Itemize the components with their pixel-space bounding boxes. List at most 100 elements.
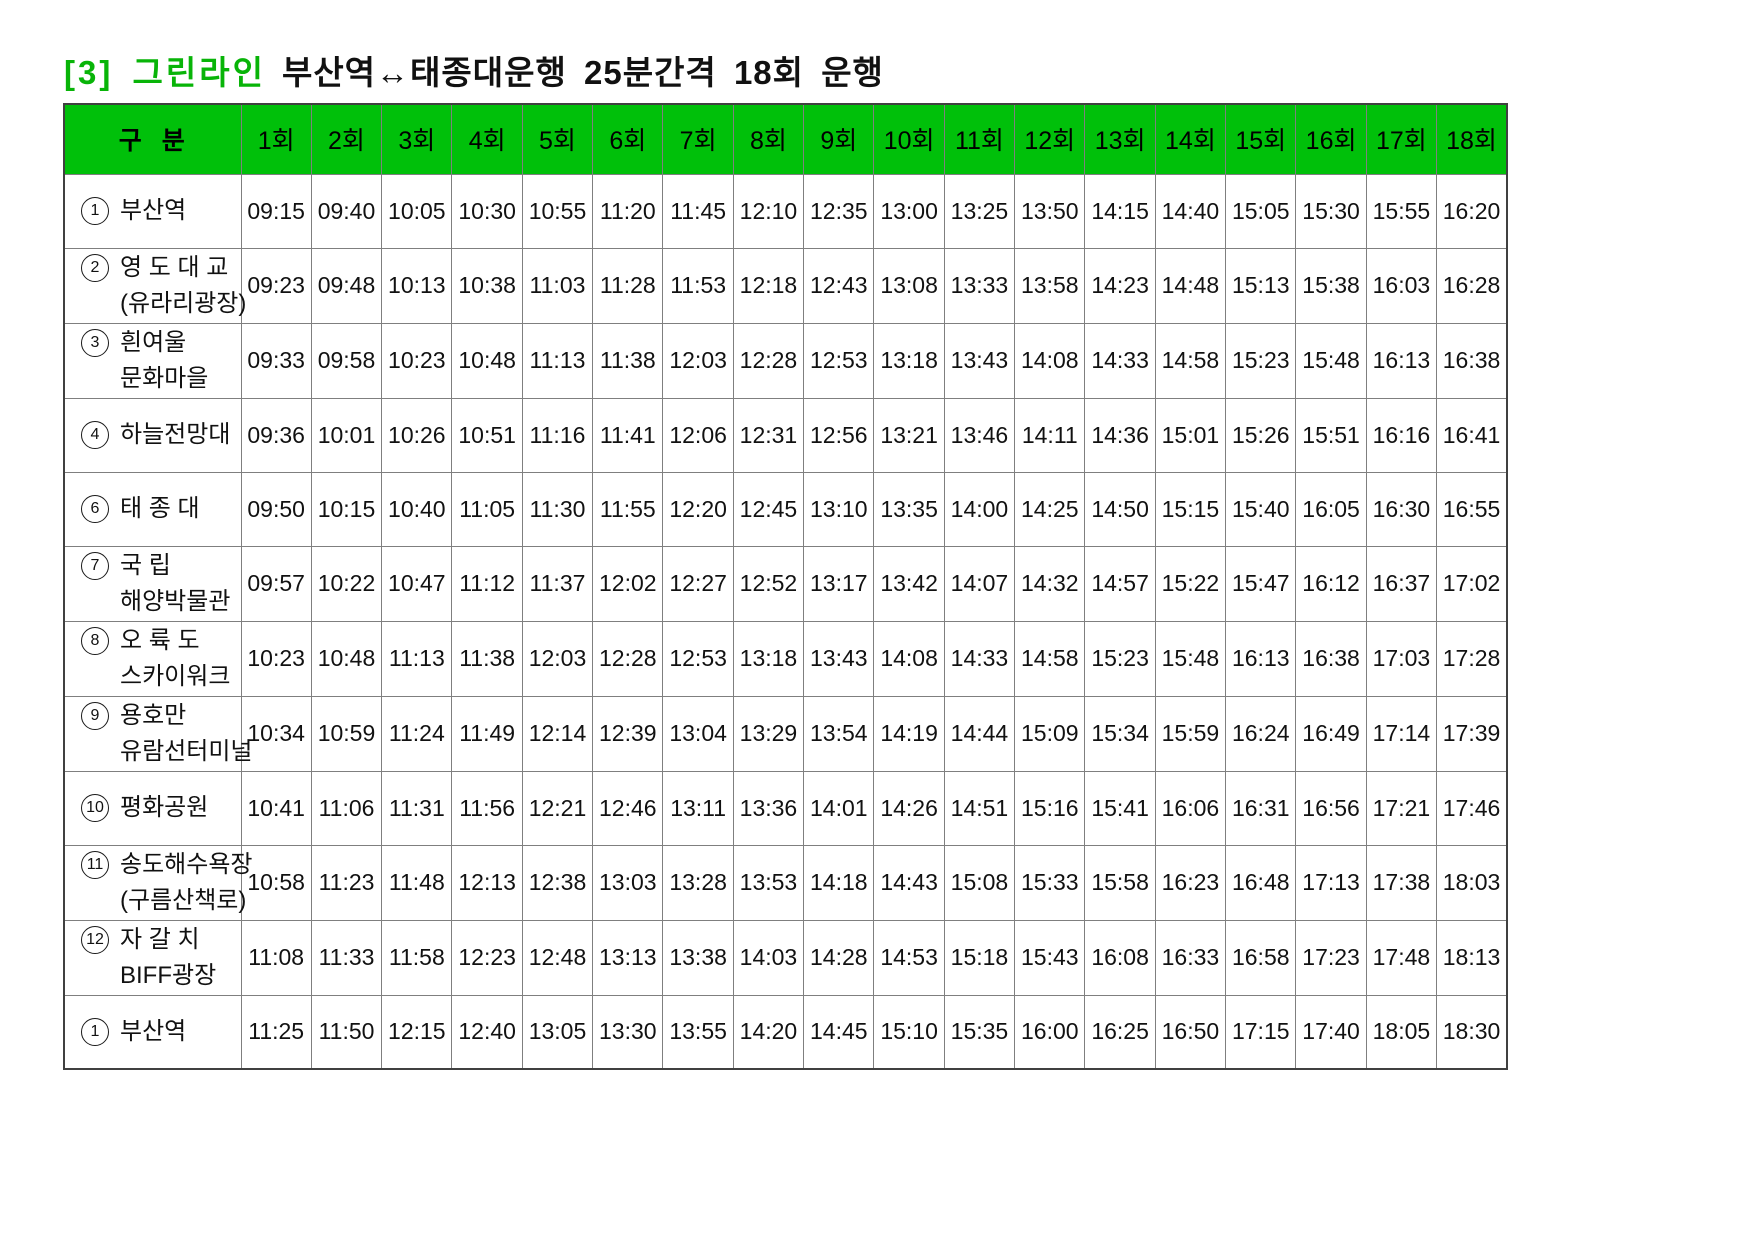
time-cell: 15:18: [943, 919, 1016, 996]
time-cell: 10:34: [240, 695, 312, 772]
time-cell: 10:48: [310, 620, 383, 697]
column-header-trip: 9회: [803, 103, 875, 175]
time-cell: 16:37: [1365, 545, 1438, 622]
time-cell: 14:44: [943, 695, 1016, 772]
time-cell: 12:28: [732, 322, 805, 399]
time-cell: 14:28: [803, 919, 875, 996]
column-header-trip: 12회: [1014, 103, 1086, 175]
time-cell: 11:03: [521, 247, 594, 324]
time-cell: 16:03: [1365, 247, 1438, 324]
time-cell: 11:24: [381, 695, 453, 772]
time-cell: 13:00: [873, 173, 945, 249]
time-cell: 12:40: [451, 994, 523, 1070]
page-title: [3] 그린라인 부산역↔태종대운행 25분간격 18회 운행: [64, 46, 884, 94]
time-cell: 11:56: [451, 770, 523, 846]
time-cell: 12:31: [732, 397, 805, 473]
stop-name-cell: 11 송도해수욕장 (구름산책로): [63, 844, 252, 921]
time-cell: 14:08: [1014, 322, 1086, 399]
column-header-trip: 5회: [521, 103, 594, 175]
time-cell: 13:33: [943, 247, 1016, 324]
time-cell: 13:17: [803, 545, 875, 622]
time-cell: 15:08: [943, 844, 1016, 921]
time-cell: 10:38: [451, 247, 523, 324]
stop-name-line2: BIFF광장: [120, 961, 217, 989]
time-cell: 16:12: [1295, 545, 1367, 622]
time-cell: 12:10: [732, 173, 805, 249]
time-cell: 15:51: [1295, 397, 1367, 473]
time-cell: 15:10: [873, 994, 945, 1070]
stop-name: 흰여울: [120, 328, 187, 356]
time-cell: 17:48: [1365, 919, 1438, 996]
time-cell: 14:15: [1084, 173, 1156, 249]
time-cell: 16:38: [1436, 322, 1508, 399]
time-cell: 13:36: [732, 770, 805, 846]
time-cell: 12:39: [592, 695, 664, 772]
time-cell: 16:23: [1154, 844, 1227, 921]
time-cell: 15:47: [1225, 545, 1297, 622]
time-cell: 12:48: [521, 919, 594, 996]
time-cell: 13:03: [592, 844, 664, 921]
time-cell: 13:05: [521, 994, 594, 1070]
stop-name-cell: 1 부산역: [63, 994, 242, 1070]
time-cell: 13:29: [732, 695, 805, 772]
time-cell: 12:03: [662, 322, 734, 399]
stop-number-badge: 7: [81, 551, 109, 580]
time-cell: 15:55: [1365, 173, 1438, 249]
time-cell: 14:53: [873, 919, 945, 996]
time-cell: 12:13: [451, 844, 523, 921]
column-header-trip: 3회: [381, 103, 453, 175]
time-cell: 15:13: [1225, 247, 1297, 324]
stop-name-line2: (유라리광장): [120, 289, 247, 317]
time-cell: 12:53: [803, 322, 875, 399]
time-cell: 17:38: [1365, 844, 1438, 921]
time-cell: 10:05: [381, 173, 453, 249]
time-cell: 14:20: [732, 994, 805, 1070]
column-header-trip: 16회: [1295, 103, 1367, 175]
time-cell: 10:01: [310, 397, 383, 473]
stop-name-line2: 문화마을: [120, 364, 209, 392]
time-cell: 11:28: [592, 247, 664, 324]
time-cell: 11:38: [451, 620, 523, 697]
time-cell: 13:54: [803, 695, 875, 772]
time-cell: 17:15: [1225, 994, 1297, 1070]
time-cell: 16:20: [1436, 173, 1508, 249]
time-cell: 14:57: [1084, 545, 1156, 622]
time-cell: 14:33: [943, 620, 1016, 697]
stop-name-cell: 9 용호만 유람선터미널: [63, 695, 252, 772]
stop-name-cell: 8 오 륙 도 스카이워크: [63, 620, 242, 697]
time-cell: 13:50: [1014, 173, 1086, 249]
time-cell: 14:50: [1084, 471, 1156, 547]
stop-number-badge: 12: [81, 925, 109, 954]
time-cell: 15:30: [1295, 173, 1367, 249]
time-cell: 17:28: [1436, 620, 1508, 697]
column-header-trip: 17회: [1365, 103, 1438, 175]
time-cell: 11:55: [592, 471, 664, 547]
time-cell: 11:41: [592, 397, 664, 473]
time-cell: 11:25: [240, 994, 312, 1070]
time-cell: 16:28: [1436, 247, 1508, 324]
time-cell: 14:51: [943, 770, 1016, 846]
time-cell: 15:40: [1225, 471, 1297, 547]
corner-header: 구 분: [63, 103, 242, 175]
time-cell: 16:56: [1295, 770, 1367, 846]
time-cell: 13:21: [873, 397, 945, 473]
time-cell: 13:35: [873, 471, 945, 547]
time-cell: 15:22: [1154, 545, 1227, 622]
column-header-trip: 4회: [451, 103, 523, 175]
time-cell: 11:30: [521, 471, 594, 547]
time-cell: 14:48: [1154, 247, 1227, 324]
time-cell: 09:15: [240, 173, 312, 249]
time-cell: 09:33: [240, 322, 312, 399]
time-cell: 12:53: [662, 620, 734, 697]
bus-timetable: 구 분 1회 2회 3회 4회 5회 6회 7회 8회 9회 10회 11회 12회 13회 14회 15회…: [63, 103, 1508, 1070]
time-cell: 14:23: [1084, 247, 1156, 324]
time-cell: 12:18: [732, 247, 805, 324]
table-row: 3 흰여울 문화마을 09:33 09:58 10:23 10:48 11:13 11:38 12…: [63, 322, 1508, 399]
column-header-trip: 13회: [1084, 103, 1156, 175]
time-cell: 14:25: [1014, 471, 1086, 547]
time-cell: 13:25: [943, 173, 1016, 249]
time-cell: 12:46: [592, 770, 664, 846]
time-cell: 11:45: [662, 173, 734, 249]
time-cell: 13:43: [803, 620, 875, 697]
time-cell: 15:43: [1014, 919, 1086, 996]
